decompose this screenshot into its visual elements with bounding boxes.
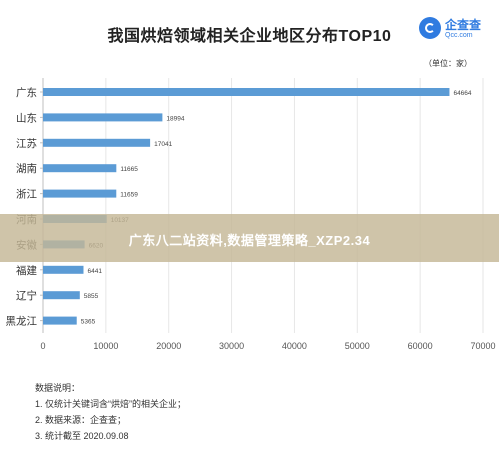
x-tick-label: 40000 <box>282 341 307 351</box>
unit-label: （单位：家） <box>424 59 472 68</box>
notes-heading: 数据说明： <box>35 383 81 393</box>
bar <box>43 138 151 147</box>
x-tick-label: 0 <box>40 341 45 351</box>
logo-site: Qcc.com <box>445 32 473 39</box>
qcc-logo: 企查查 Qcc.com <box>419 14 491 46</box>
banner-text: 广东八二站资料,数据管理策略_XZP2.34 <box>128 233 371 248</box>
notes-line-3: 3. 统计截至 2020.09.08 <box>35 431 129 441</box>
value-label: 11659 <box>120 192 138 199</box>
value-label: 6441 <box>87 268 102 275</box>
x-tick-label: 50000 <box>345 341 370 351</box>
x-tick-label: 70000 <box>470 341 495 351</box>
bar <box>43 291 80 300</box>
bar <box>43 88 450 96</box>
notes-line-1: 1. 仅统计关键词含“烘焙”的相关企业； <box>35 399 187 409</box>
value-label: 5365 <box>81 319 96 326</box>
value-label: 64664 <box>453 90 471 97</box>
bar <box>43 164 117 173</box>
category-label: 浙江 <box>16 189 37 201</box>
x-tick-label: 20000 <box>156 341 181 351</box>
chart-title: 我国烘焙领域相关企业地区分布TOP10 <box>107 28 392 45</box>
value-label: 5855 <box>84 293 99 300</box>
bar <box>43 113 163 122</box>
category-label: 黑龙江 <box>6 315 38 328</box>
category-label: 辽宁 <box>16 289 37 302</box>
category-label: 湖南 <box>16 162 37 175</box>
qcc-logo-icon <box>419 17 441 39</box>
watermark-banner: 广东八二站资料,数据管理策略_XZP2.34 <box>0 214 499 262</box>
notes-line-2: 2. 数据来源：企查查； <box>35 415 127 425</box>
bar <box>43 265 84 274</box>
x-tick-label: 60000 <box>408 341 433 351</box>
category-label: 山东 <box>16 111 37 124</box>
data-notes: 数据说明： 1. 仅统计关键词含“烘焙”的相关企业； 2. 数据来源：企查查； … <box>35 380 186 444</box>
bar <box>43 189 117 198</box>
logo-name: 企查查 <box>445 18 482 32</box>
x-tick-label: 30000 <box>219 341 244 351</box>
category-label: 福建 <box>16 264 37 277</box>
value-label: 17041 <box>154 141 172 148</box>
value-label: 11665 <box>120 166 138 173</box>
value-label: 18994 <box>166 115 184 122</box>
bar <box>43 316 77 325</box>
category-label: 广东 <box>16 86 37 99</box>
category-label: 江苏 <box>16 137 37 150</box>
x-tick-label: 10000 <box>93 341 118 351</box>
